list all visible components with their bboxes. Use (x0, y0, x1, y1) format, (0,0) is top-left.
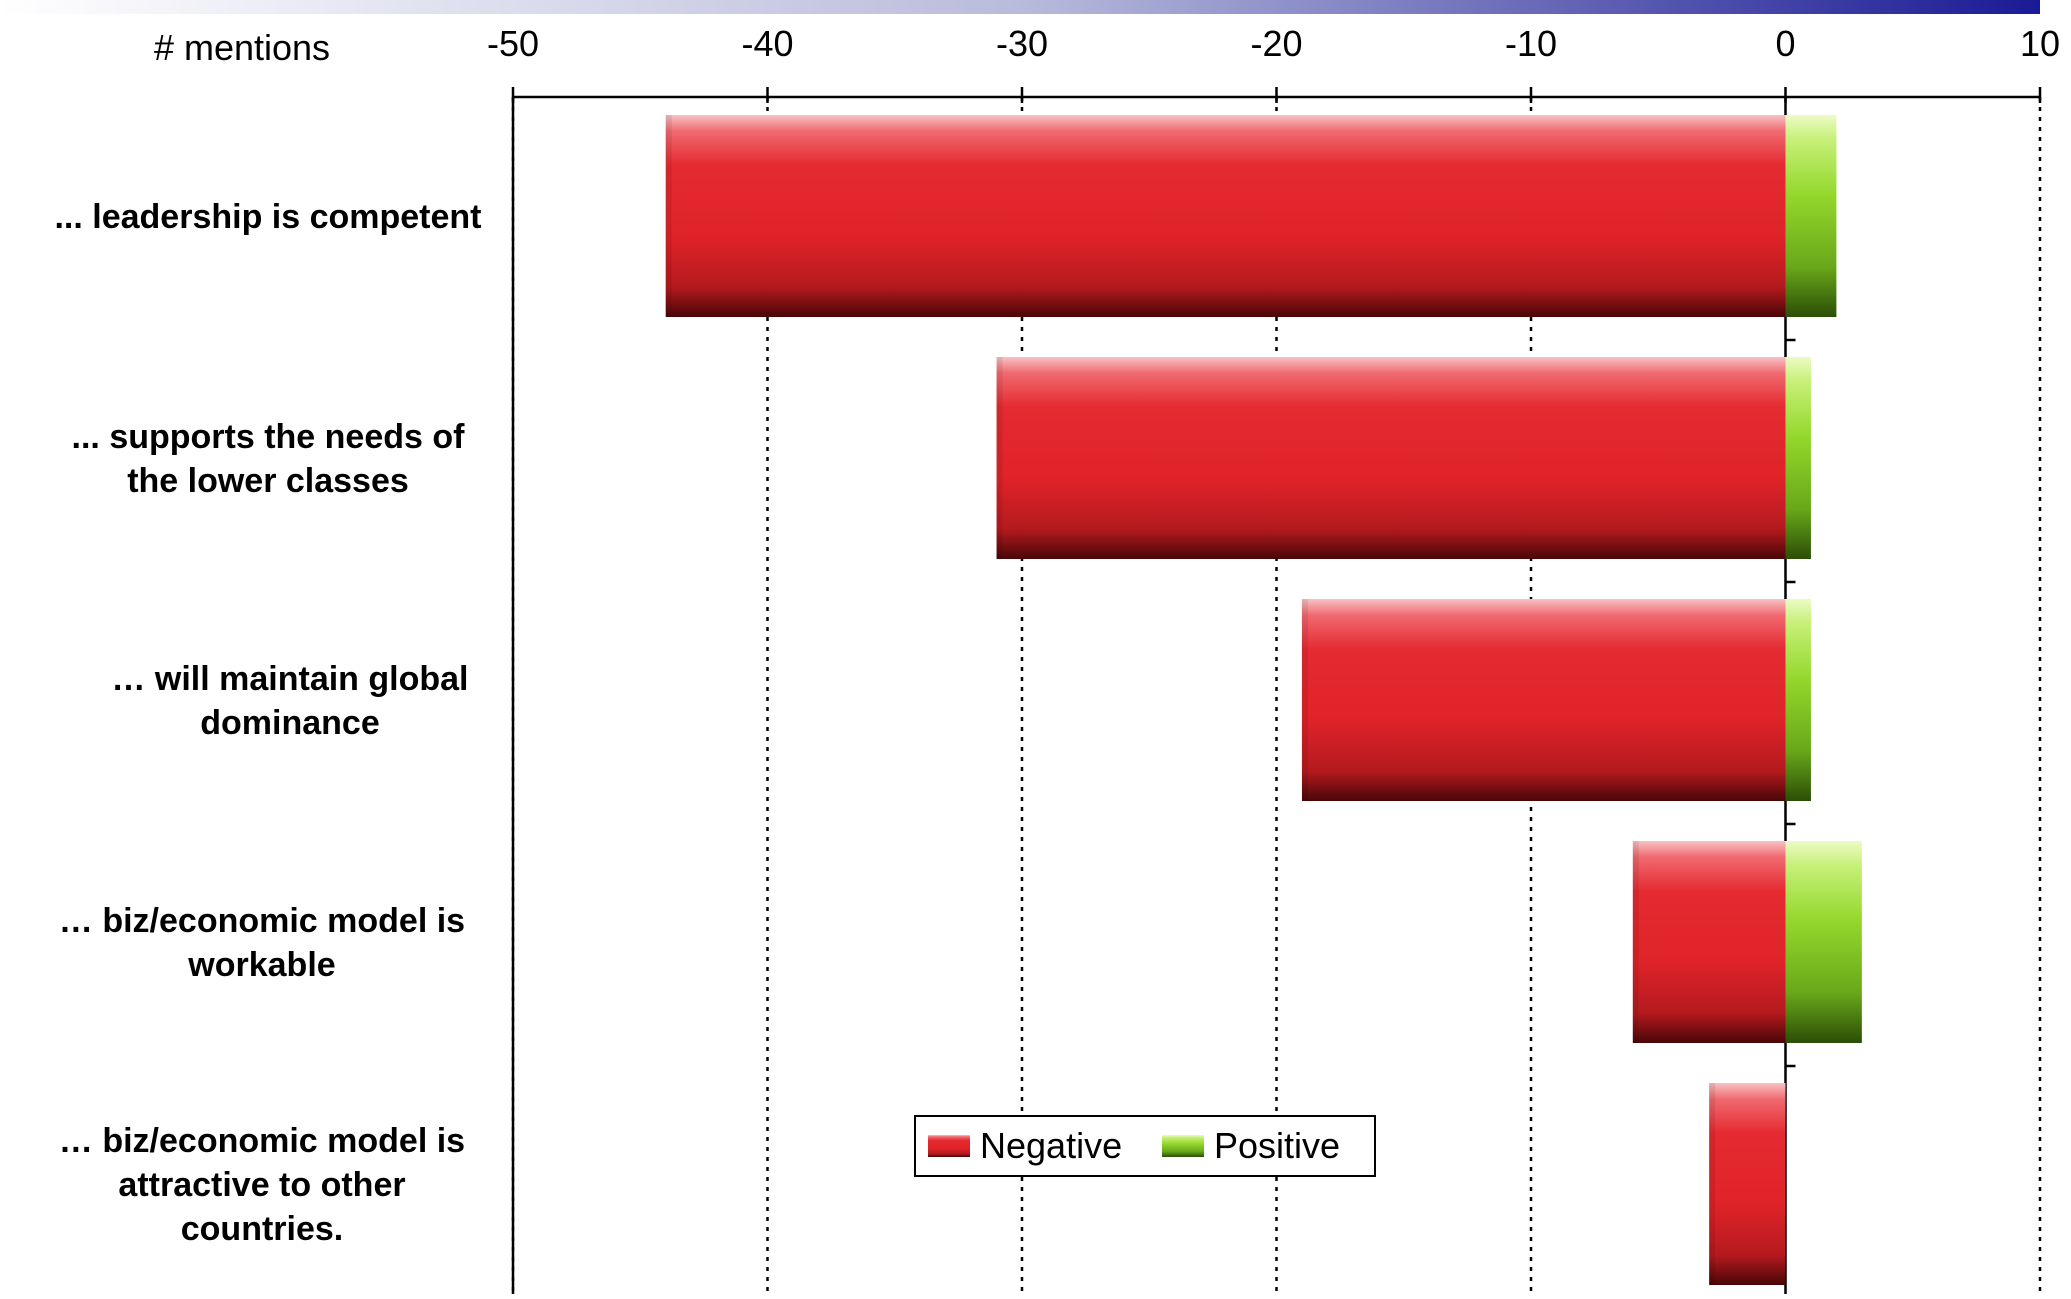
x-tick-label: -10 (1505, 23, 1557, 64)
legend-box (914, 1115, 1376, 1177)
category-labels: ... leadership is competent ... supports … (54, 198, 481, 1248)
category-label: … will maintain global dominance (111, 660, 468, 742)
bar-negative (1632, 841, 1786, 1043)
bar-negative (996, 357, 1786, 559)
x-tick-label: 0 (1775, 23, 1795, 64)
legend-label-negative: Negative (980, 1125, 1122, 1166)
x-tick-label: -20 (1250, 23, 1302, 64)
legend-swatch-positive (1162, 1135, 1204, 1157)
category-label: ... supports the needs of the lower class… (72, 418, 466, 500)
legend-swatch-negative (928, 1135, 970, 1157)
bar-negative (1709, 1083, 1786, 1285)
x-tick-label: -30 (996, 23, 1048, 64)
bar-negative-edge (1632, 841, 1639, 1043)
x-axis-title: # mentions (154, 27, 330, 68)
bar-positive (1785, 357, 1811, 559)
bars (665, 115, 1862, 1285)
bar-negative-edge (996, 357, 1003, 559)
category-label: … biz/economic model is attractive to oth… (59, 1122, 465, 1248)
legend: Negative Positive (914, 1115, 1376, 1177)
bar-negative-edge (665, 115, 672, 317)
bar-positive (1785, 841, 1862, 1043)
bar-negative (665, 115, 1786, 317)
legend-label-positive: Positive (1214, 1125, 1340, 1166)
x-tick-label: 10 (2020, 23, 2060, 64)
bar-negative (1301, 599, 1786, 801)
x-tick-label: -40 (741, 23, 793, 64)
bar-positive (1785, 115, 1837, 317)
bar-positive (1785, 599, 1811, 801)
bar-negative-edge (1301, 599, 1308, 801)
header-gradient-bar (0, 0, 2040, 14)
category-label: ... leadership is competent (54, 198, 481, 236)
x-tick-label: -50 (487, 23, 539, 64)
category-label: … biz/economic model is workable (59, 902, 465, 984)
bar-negative-edge (1709, 1083, 1716, 1285)
